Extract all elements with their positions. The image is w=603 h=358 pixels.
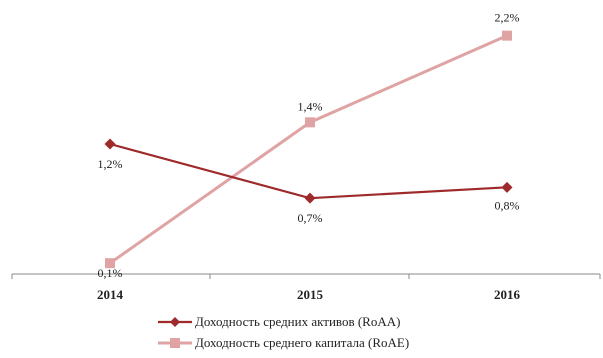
axis-layer: 2014 2015 2016 xyxy=(11,273,601,302)
data-point-roae xyxy=(502,30,512,41)
data-point-roaa xyxy=(104,138,116,150)
series-layer xyxy=(104,30,513,269)
data-label: 0,7% xyxy=(298,211,323,225)
data-point-roaa xyxy=(304,192,316,204)
legend-label: Доходность среднего капитала (RoAE) xyxy=(195,335,409,350)
legend-label: Доходность средних активов (RoAA) xyxy=(195,314,400,329)
data-label: 1,2% xyxy=(98,157,123,171)
legend-marker-square xyxy=(170,338,180,348)
data-label-layer: 0,1% 1,4% 2,2% 1,2% 0,7% 0,8% xyxy=(98,11,520,280)
data-point-roaa xyxy=(501,181,513,193)
data-label: 1,4% xyxy=(298,99,323,113)
data-point-roae xyxy=(105,258,115,269)
x-tick-label: 2014 xyxy=(97,287,124,302)
series-line-roae xyxy=(109,34,508,265)
data-point-roae xyxy=(305,117,315,128)
data-label: 0,8% xyxy=(495,198,520,212)
series-line-roaa xyxy=(109,142,508,200)
legend: Доходность средних активов (RoAA) Доходно… xyxy=(158,314,409,350)
x-tick-label: 2015 xyxy=(297,287,324,302)
data-label: 0,1% xyxy=(98,266,123,280)
data-label: 2,2% xyxy=(495,11,520,25)
x-tick-label: 2016 xyxy=(494,287,521,302)
legend-marker-diamond xyxy=(170,317,180,327)
